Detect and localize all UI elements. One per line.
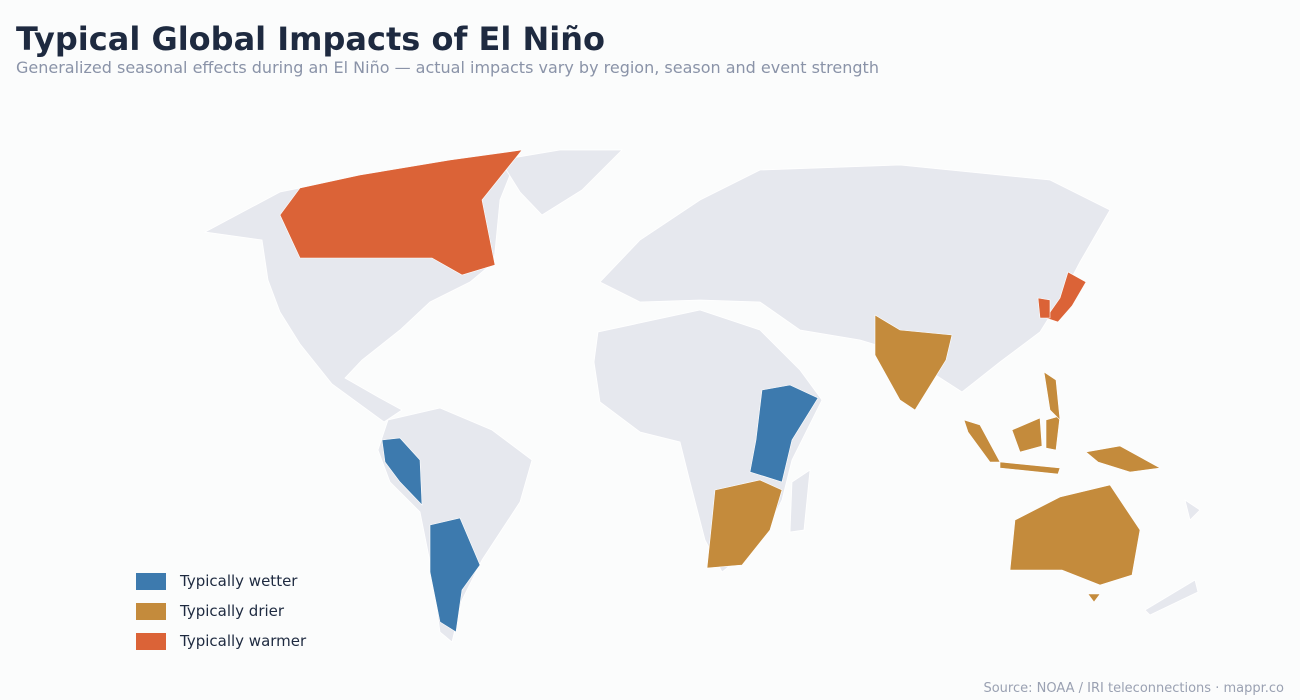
region-india (874, 314, 953, 411)
region-indonesia-java (999, 461, 1061, 475)
region-new-guinea (1085, 445, 1161, 473)
legend-label: Typically warmer (179, 632, 307, 650)
region-peru-ecuador (381, 437, 423, 506)
title: Typical Global Impacts of El Niño (16, 20, 605, 58)
region-indonesia-borneo (1011, 417, 1043, 453)
region-indonesia-sumatra (963, 419, 1001, 463)
region-philippines (1043, 371, 1061, 421)
legend-swatch (136, 573, 166, 590)
legend-label: Typically drier (179, 602, 285, 620)
legend-label: Typically wetter (179, 572, 298, 590)
legend: Typically wetter Typically drier Typical… (136, 572, 307, 650)
region-korea (1037, 297, 1051, 319)
region-canada (279, 149, 523, 276)
legend-swatch (136, 603, 166, 620)
region-tasmania (1087, 593, 1101, 603)
source: Source: NOAA / IRI teleconnections · map… (983, 681, 1284, 696)
region-argentina-uruguay (429, 517, 481, 633)
region-southern-africa (706, 479, 783, 569)
subtitle: Generalized seasonal effects during an E… (16, 58, 879, 77)
region-australia (1009, 484, 1141, 586)
legend-swatch (136, 633, 166, 650)
region-indonesia-sulawesi (1045, 415, 1061, 451)
impact-regions (279, 149, 1161, 633)
region-east-africa (749, 384, 819, 483)
